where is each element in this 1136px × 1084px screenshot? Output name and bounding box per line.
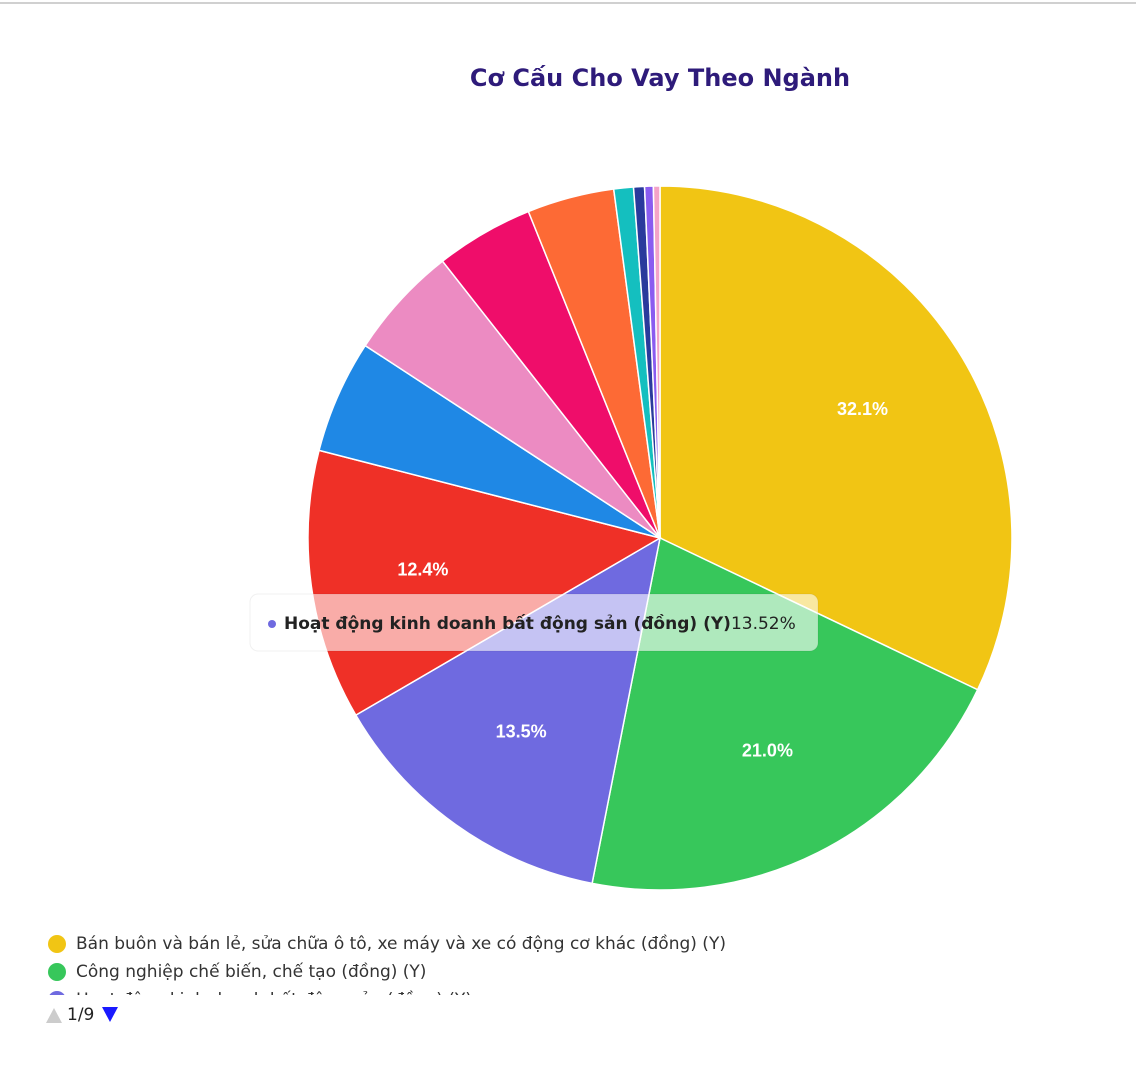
tooltip: Hoạt động kinh doanh bất động sản (đồng)… — [249, 593, 819, 652]
tooltip-box — [249, 593, 819, 652]
slice-labels: 32.1% 21.0% 13.5% 12.4% — [397, 399, 888, 761]
slice-label: 12.4% — [397, 560, 448, 580]
slice — [659, 185, 1013, 691]
tooltip-name: Hoạt động kinh doanh bất động sản (đồng)… — [284, 613, 731, 634]
tooltip-text: Hoạt động kinh doanh bất động sản (đồng)… — [284, 613, 796, 634]
legend-pager[interactable]: 1/9 — [46, 1005, 118, 1025]
legend-label: Bán buôn và bán lẻ, sửa chữa ô tô, xe má… — [76, 933, 726, 954]
tooltip-value: 13.52% — [731, 614, 796, 634]
slice-label: 13.5% — [496, 722, 547, 742]
legend-marker — [48, 963, 66, 981]
pager-text: 1/9 — [67, 1005, 94, 1025]
legend-label: Xây dựng (đồng) (Y) — [76, 1017, 247, 1038]
legend-label: Hoạt động kinh doanh bất động sản (đồng)… — [76, 989, 472, 1010]
pager-down[interactable] — [102, 1007, 118, 1022]
slice-label: 21.0% — [742, 741, 793, 761]
tooltip-marker — [268, 620, 276, 628]
chart-title: Cơ Cấu Cho Vay Theo Ngành — [470, 64, 850, 92]
pager-up[interactable] — [46, 1008, 62, 1023]
legend-marker — [48, 935, 66, 953]
legend-label: Công nghiệp chế biến, chế tạo (đồng) (Y) — [76, 961, 426, 982]
slice-label: 32.1% — [837, 399, 888, 419]
legend: Bán buôn và bán lẻ, sửa chữa ô tô, xe má… — [48, 933, 726, 1038]
pie — [307, 185, 1013, 891]
legend-marker — [49, 991, 65, 995]
slice — [652, 185, 661, 539]
